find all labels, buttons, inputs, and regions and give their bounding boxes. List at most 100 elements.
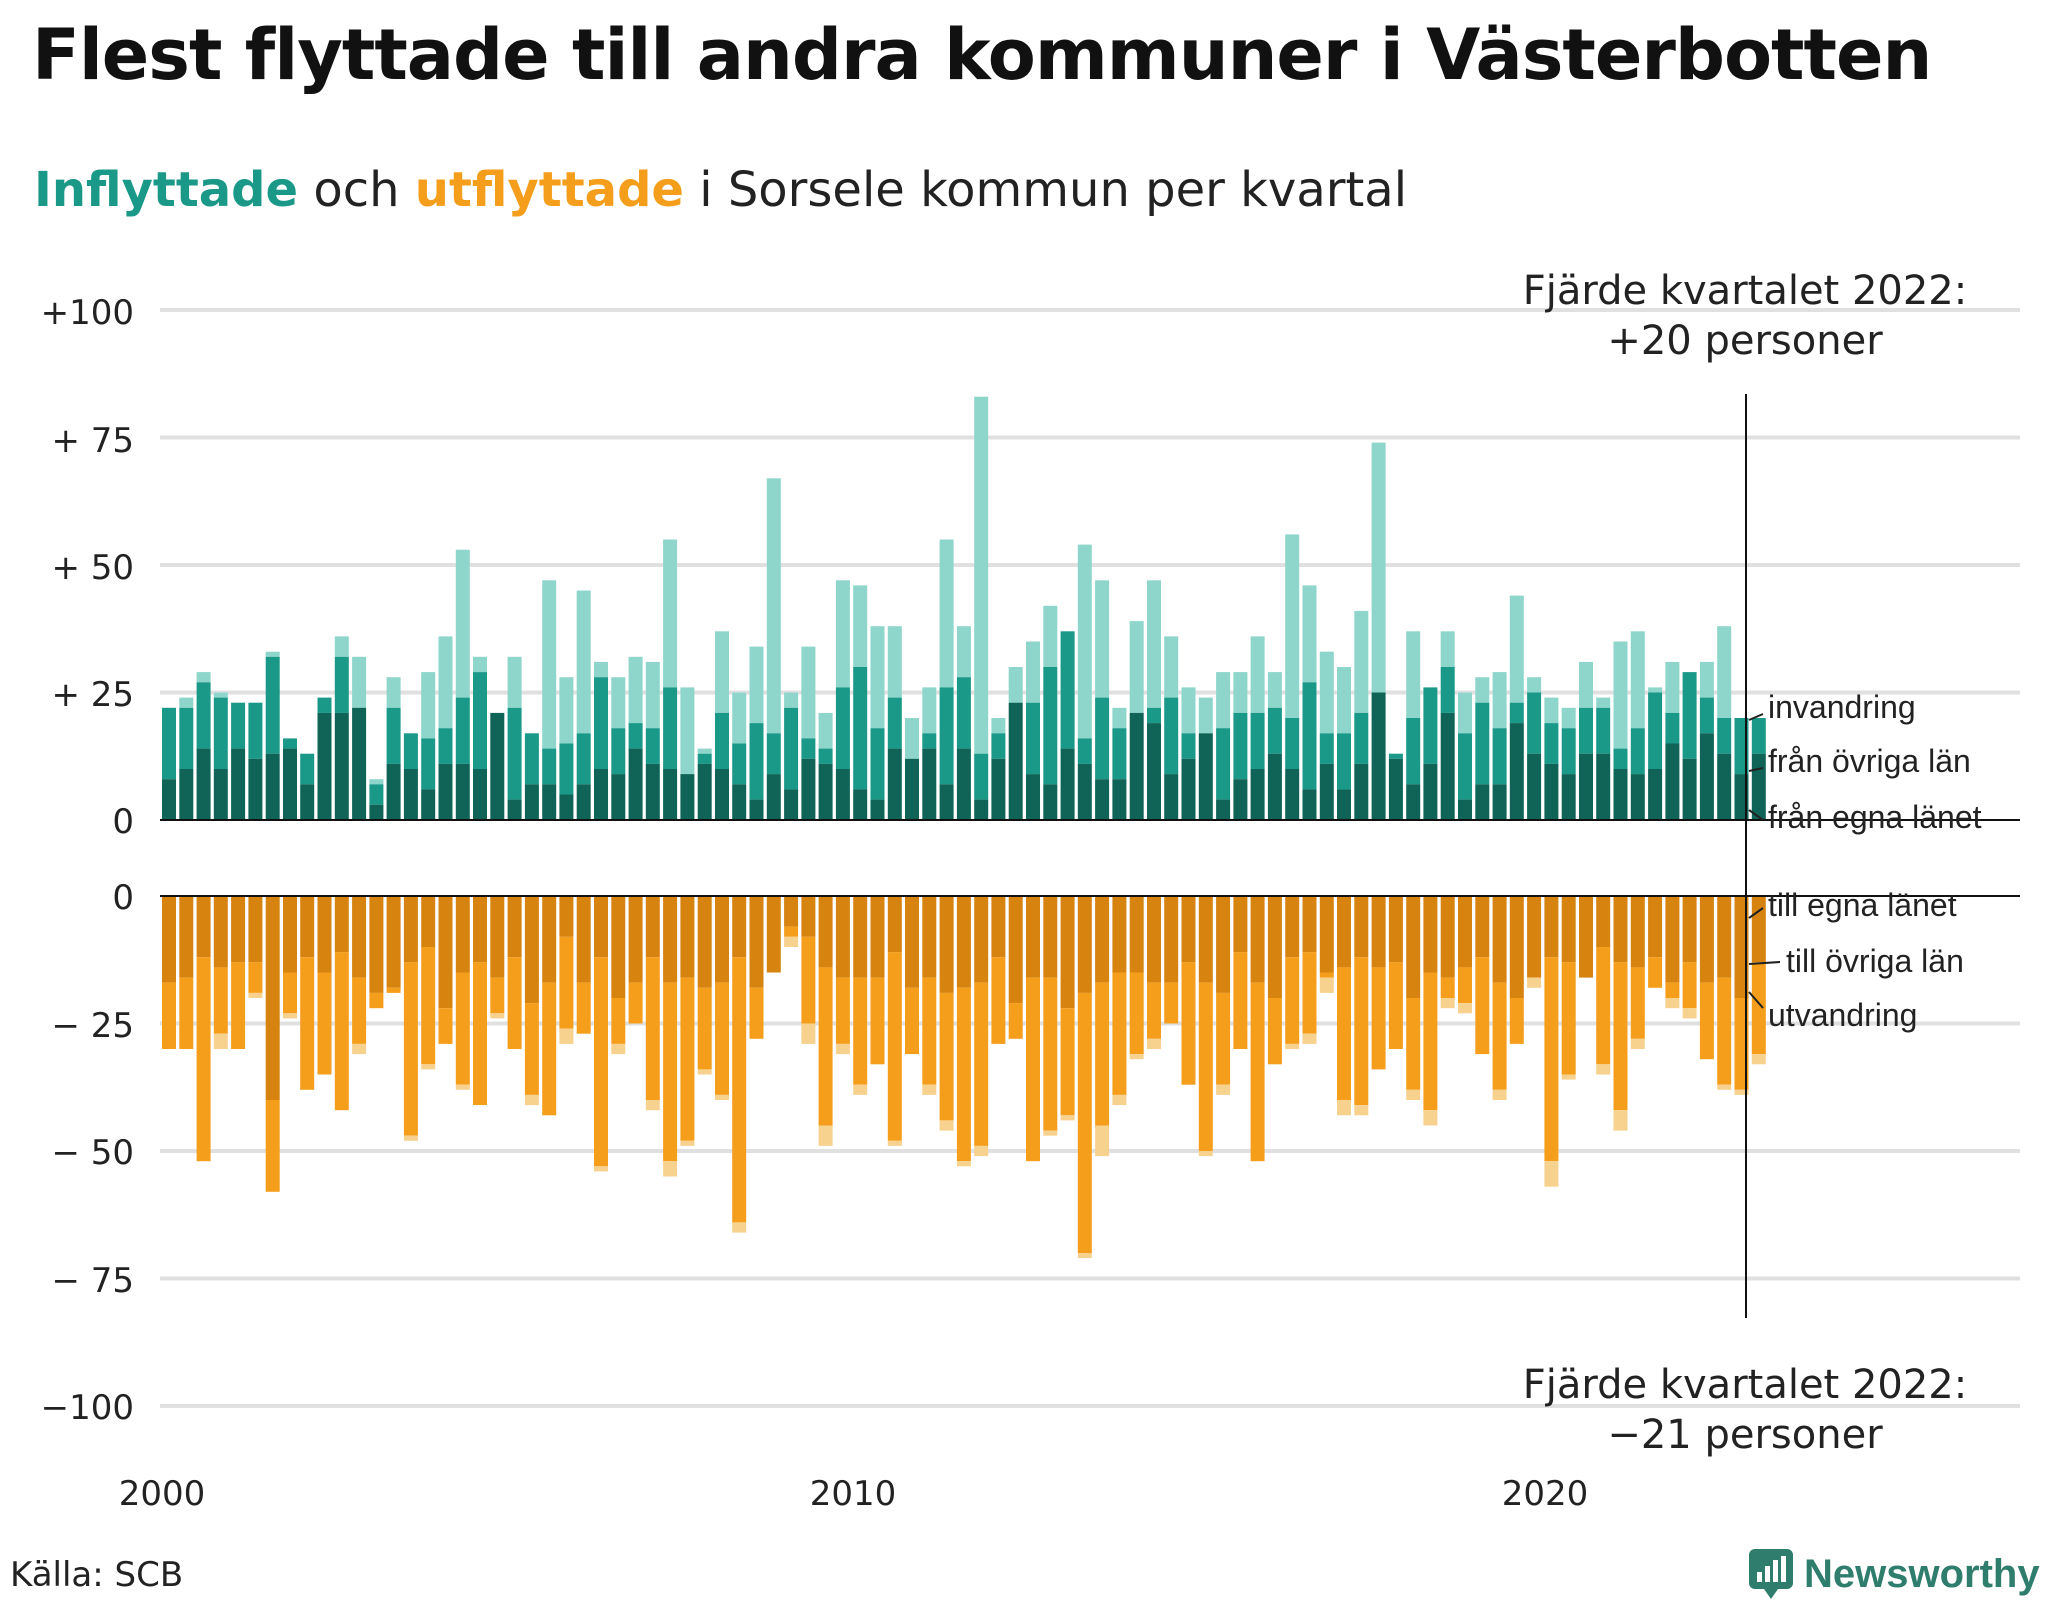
bar-till-ovriga-lan [1717, 977, 1732, 1085]
bar-till-egna-lanet [421, 896, 436, 947]
bar-fran-egna-lanet [455, 763, 470, 820]
annotation-bottom-line1: Fjärde kvartalet 2022: [1523, 1362, 1967, 1408]
bar-fran-egna-lanet [645, 763, 660, 820]
bar-invandring [680, 687, 695, 775]
bar-fran-egna-lanet [1440, 712, 1455, 820]
bar-fran-egna-lanet [1164, 774, 1179, 820]
bar-invandring [974, 396, 989, 754]
bar-fran-ovriga-lan [835, 687, 850, 769]
bar-utvandring [1302, 1033, 1317, 1044]
bar-fran-egna-lanet [870, 799, 885, 820]
bar-fran-egna-lanet [507, 799, 522, 820]
bar-till-egna-lanet [1579, 896, 1593, 978]
y-tick: − 25 [51, 1006, 134, 1046]
bar-fran-egna-lanet [663, 769, 678, 820]
bar-invandring [594, 661, 608, 678]
bar-fran-egna-lanet [213, 769, 228, 820]
bar-fran-ovriga-lan [645, 728, 660, 764]
bar-invandring [939, 539, 954, 688]
bar-fran-ovriga-lan [1699, 697, 1714, 734]
bar-till-egna-lanet [265, 896, 280, 1100]
bar-utvandring [922, 1084, 937, 1095]
bar-utvandring [248, 992, 263, 998]
bar-fran-ovriga-lan [1095, 697, 1110, 780]
bar-till-ovriga-lan [645, 957, 660, 1100]
bar-invandring [784, 692, 799, 708]
bar-fran-egna-lanet [1388, 758, 1403, 820]
bar-till-ovriga-lan [438, 1008, 453, 1044]
bar-till-ovriga-lan [1043, 977, 1058, 1131]
bar-utvandring [1561, 1074, 1576, 1080]
bar-fran-egna-lanet [1371, 692, 1386, 820]
bar-till-ovriga-lan [939, 992, 954, 1121]
bar-fran-egna-lanet [956, 748, 971, 820]
bar-fran-egna-lanet [1527, 753, 1542, 820]
bar-till-ovriga-lan [1544, 957, 1559, 1162]
bar-utvandring [1734, 1089, 1749, 1095]
bar-fran-egna-lanet [1026, 774, 1040, 820]
bar-utvandring [663, 1161, 678, 1177]
bar-fran-egna-lanet [421, 789, 436, 820]
bar-till-ovriga-lan [1026, 977, 1040, 1162]
bar-invandring [455, 549, 470, 698]
bar-invandring [835, 580, 850, 688]
bar-till-egna-lanet [213, 896, 228, 968]
bar-fran-ovriga-lan [524, 733, 539, 785]
bar-fran-ovriga-lan [283, 738, 297, 749]
bar-till-ovriga-lan [265, 1100, 280, 1192]
bar-fran-ovriga-lan [1112, 728, 1127, 780]
bar-till-egna-lanet [1147, 896, 1161, 983]
bar-utvandring [1406, 1089, 1421, 1100]
bar-till-ovriga-lan [1699, 982, 1714, 1060]
bar-fran-egna-lanet [1354, 763, 1369, 820]
bar-till-egna-lanet [334, 896, 349, 953]
bar-invandring [1112, 707, 1127, 729]
bar-fran-egna-lanet [801, 758, 816, 820]
label-fran-egna-lanet: från egna länet [1768, 799, 1982, 835]
bar-invandring [991, 718, 1006, 734]
bar-invandring [818, 712, 833, 749]
bar-utvandring [645, 1100, 660, 1111]
y-axis-top-ticks: +100 + 75 + 50 + 25 0 [41, 293, 134, 842]
bar-till-ovriga-lan [801, 936, 816, 1024]
bar-fran-egna-lanet [1267, 753, 1282, 820]
bar-invandring [576, 590, 591, 734]
bar-fran-ovriga-lan [628, 723, 643, 749]
bar-fran-egna-lanet [1077, 763, 1092, 820]
bar-utvandring [1112, 1094, 1127, 1106]
bar-till-ovriga-lan [1371, 967, 1386, 1070]
bar-fran-ovriga-lan [939, 687, 954, 785]
bar-invandring [196, 672, 211, 683]
bar-till-egna-lanet [1699, 896, 1714, 983]
bar-fran-egna-lanet [1579, 753, 1593, 820]
bar-till-ovriga-lan [835, 977, 850, 1044]
bar-till-egna-lanet [697, 896, 712, 988]
bar-till-egna-lanet [1475, 896, 1490, 958]
bar-fran-egna-lanet [818, 763, 833, 820]
bar-utvandring [732, 1222, 747, 1233]
bar-till-ovriga-lan [179, 977, 194, 1049]
bar-till-egna-lanet [1181, 896, 1196, 963]
bar-fran-ovriga-lan [213, 697, 228, 769]
bar-utvandring [1147, 1038, 1161, 1049]
bar-fran-ovriga-lan [766, 733, 781, 775]
bar-till-ovriga-lan [317, 972, 332, 1075]
bar-invandring [749, 646, 764, 724]
bar-till-ovriga-lan [1267, 998, 1282, 1065]
bar-till-egna-lanet [524, 896, 539, 1004]
bar-till-egna-lanet [542, 896, 557, 983]
y-tick: 0 [112, 878, 134, 918]
bar-till-egna-lanet [231, 896, 246, 963]
bar-till-egna-lanet [1492, 896, 1507, 983]
bar-utvandring [1544, 1161, 1559, 1187]
bar-utvandring [1440, 998, 1455, 1009]
bar-till-ovriga-lan [576, 982, 591, 1034]
bar-till-egna-lanet [386, 896, 401, 988]
bar-fran-egna-lanet [524, 784, 539, 820]
bar-till-ovriga-lan [991, 957, 1006, 1044]
bar-fran-egna-lanet [1665, 743, 1680, 820]
bar-till-ovriga-lan [594, 957, 608, 1167]
bar-till-egna-lanet [507, 896, 522, 958]
bar-invandring [179, 697, 194, 708]
bar-utvandring [1337, 1100, 1351, 1116]
